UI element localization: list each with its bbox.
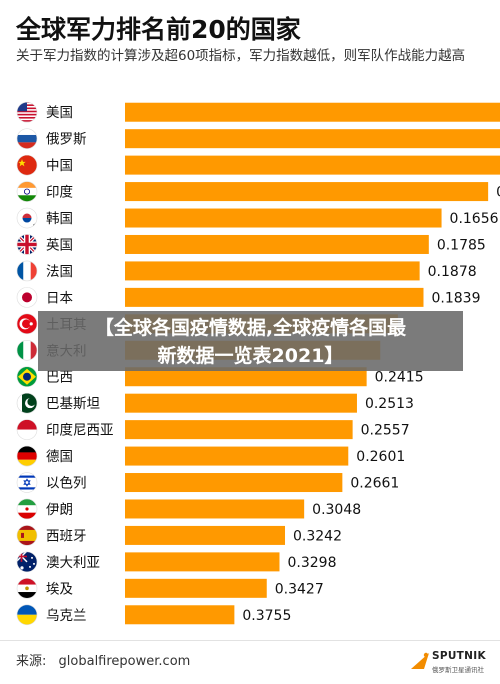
bar xyxy=(125,129,500,149)
source-line: 来源: globalfirepower.com xyxy=(16,650,190,669)
chart-title: 全球军力排名前20的国家 xyxy=(16,15,301,44)
banner-line-2: 新数据一览表2021】 xyxy=(157,345,344,367)
value-label: 0.1785 xyxy=(437,237,486,253)
country-label: 西班牙 xyxy=(46,528,87,544)
bar-chart: 美国0.0744俄罗斯0.0788中国0.0788印度0.1184韩国0.165… xyxy=(16,101,500,626)
tr-flag-icon xyxy=(16,313,38,335)
value-label: 0.2557 xyxy=(361,423,410,439)
country-label: 伊朗 xyxy=(46,502,73,518)
br-flag-icon xyxy=(16,366,38,388)
source-label: 来源: xyxy=(16,654,47,669)
source-link: globalfirepower.com xyxy=(58,654,191,669)
country-label: 英国 xyxy=(46,236,73,253)
country-label: 印度 xyxy=(46,185,73,201)
bar xyxy=(125,552,280,572)
bar xyxy=(125,446,349,466)
value-label: 0.2415 xyxy=(375,370,424,386)
country-label: 印度尼西亚 xyxy=(46,423,114,439)
bar xyxy=(125,605,235,625)
cn-flag-icon xyxy=(16,154,38,176)
overlay-banner: 【全球各国疫情数据,全球疫情各国最 新数据一览表2021】 xyxy=(38,311,463,371)
id-flag-icon xyxy=(16,419,38,440)
bar xyxy=(125,393,357,413)
country-label: 美国 xyxy=(46,105,73,121)
country-label: 巴西 xyxy=(46,370,73,386)
sputnik-icon xyxy=(411,652,429,669)
value-label: 0.1656 xyxy=(450,211,499,227)
bar xyxy=(125,155,500,175)
bar xyxy=(125,234,429,254)
bar xyxy=(125,102,500,122)
es-flag-icon xyxy=(16,525,38,546)
kr-flag-icon xyxy=(16,207,38,229)
bar xyxy=(125,367,367,387)
value-label: 0.3298 xyxy=(287,555,336,571)
ua-flag-icon xyxy=(16,604,38,626)
bar xyxy=(125,420,353,440)
bar xyxy=(125,499,305,519)
fr-flag-icon xyxy=(16,260,38,282)
country-label: 韩国 xyxy=(46,211,73,227)
ru-flag-icon xyxy=(16,128,38,149)
value-label: 0.3242 xyxy=(293,528,342,544)
bar xyxy=(125,208,442,228)
bar xyxy=(125,525,286,545)
value-label: 0.3427 xyxy=(275,581,324,597)
country-label: 中国 xyxy=(46,158,73,174)
de-flag-icon xyxy=(16,445,38,467)
gb-flag-icon xyxy=(16,234,38,255)
country-label: 德国 xyxy=(46,449,73,465)
country-label: 法国 xyxy=(46,264,73,280)
brand-logo: SPUTNIK 俄罗斯卫星通讯社 xyxy=(410,646,494,676)
eg-flag-icon xyxy=(16,578,38,599)
country-label: 日本 xyxy=(46,290,73,306)
value-label: 0.2513 xyxy=(365,396,414,412)
country-label: 乌克兰 xyxy=(46,608,87,624)
value-label: 0.1878 xyxy=(428,264,477,280)
it-flag-icon xyxy=(16,339,38,361)
country-label: 澳大利亚 xyxy=(46,555,100,571)
in-flag-icon xyxy=(16,181,38,202)
ir-flag-icon xyxy=(16,498,38,520)
value-label: 0.2661 xyxy=(350,476,399,492)
jp-flag-icon xyxy=(16,287,38,308)
bar xyxy=(125,473,343,493)
value-label: 0.2601 xyxy=(356,449,405,465)
footer-divider xyxy=(0,640,500,641)
bar xyxy=(125,578,267,598)
pk-flag-icon xyxy=(16,392,38,414)
bar xyxy=(125,287,424,307)
country-label: 俄罗斯 xyxy=(46,132,87,148)
brand-name: SPUTNIK xyxy=(432,650,486,662)
brand-subtitle: 俄罗斯卫星通讯社 xyxy=(432,666,484,674)
us-flag-icon xyxy=(16,101,38,123)
banner-line-1: 【全球各国疫情数据,全球疫情各国最 xyxy=(94,317,407,339)
country-label: 埃及 xyxy=(46,581,73,597)
au-flag-icon xyxy=(16,551,38,573)
country-label: 巴基斯坦 xyxy=(46,395,100,412)
bar xyxy=(125,182,489,202)
country-label: 以色列 xyxy=(46,475,87,492)
value-label: 0.1839 xyxy=(431,290,480,306)
il-flag-icon xyxy=(16,472,38,493)
value-label: 0.3048 xyxy=(312,502,361,518)
value-label: 0.3755 xyxy=(242,608,291,624)
value-label: 0.1184 xyxy=(496,185,500,201)
bar xyxy=(125,261,420,281)
chart-subtitle: 关于军力指数的计算涉及超60项指标，军力指数越低，则军队作战能力越高 xyxy=(16,48,466,64)
